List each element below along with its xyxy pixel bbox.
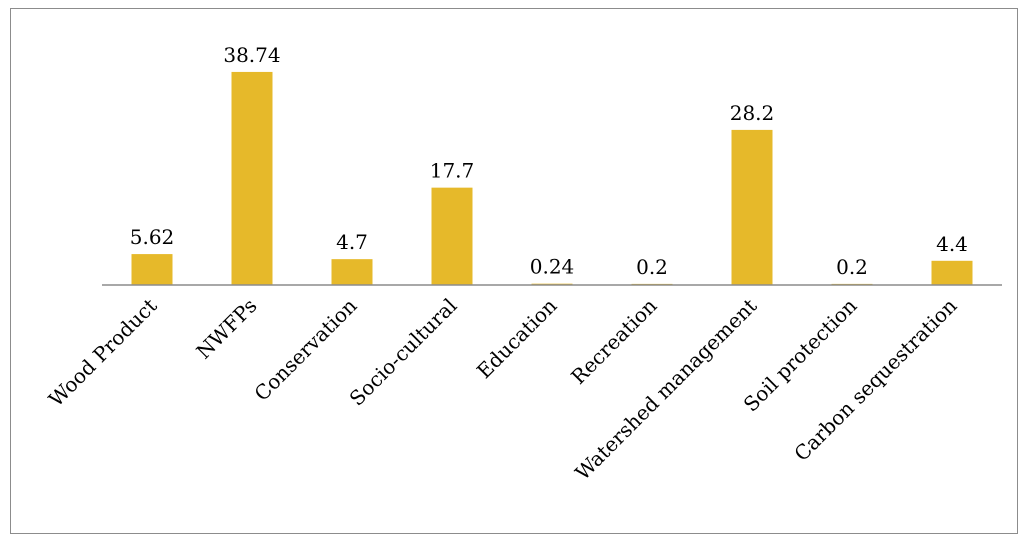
bar-1	[131, 254, 173, 285]
data-label-2: 38.74	[223, 43, 280, 67]
bar-7	[731, 129, 773, 285]
x-tick-label-3: Conservation	[249, 293, 361, 405]
x-tick-label-4: Socio-cultural	[345, 294, 462, 411]
bar-2	[231, 71, 273, 286]
data-label-7: 28.2	[730, 101, 775, 125]
x-tick-label-5: Education	[472, 293, 562, 383]
data-label-9: 4.4	[936, 232, 968, 256]
data-label-4: 17.7	[430, 159, 475, 183]
bar-4	[431, 187, 473, 285]
data-label-6: 0.2	[636, 255, 668, 279]
data-label-8: 0.2	[836, 255, 868, 279]
x-tick-label-2: NWFPs	[191, 294, 261, 364]
x-tick-label-9: Carbon sequestration	[789, 293, 961, 465]
data-label-3: 4.7	[336, 230, 368, 254]
x-tick-label-7: Watershed management	[570, 294, 761, 485]
chart-frame	[10, 8, 1018, 534]
bar-3	[331, 259, 373, 285]
data-label-1: 5.62	[130, 225, 175, 249]
data-label-5: 0.24	[530, 255, 575, 279]
x-tick-label-1: Wood Product	[44, 294, 162, 412]
bar-9	[931, 260, 973, 285]
x-tick-label-6: Recreation	[566, 293, 661, 388]
